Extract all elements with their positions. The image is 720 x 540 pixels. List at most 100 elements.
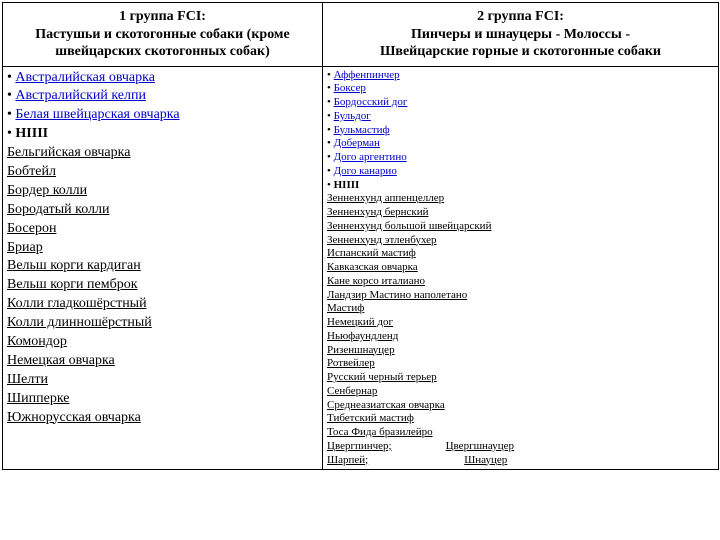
breed-link[interactable]: Ландзир Мастино наполетано xyxy=(327,289,467,301)
breed-link[interactable]: Дого аргентино xyxy=(334,151,407,163)
list-item: Немецкая овчарка xyxy=(7,352,318,371)
list-item: Зенненхунд аппенцеллер xyxy=(327,192,714,206)
breed-link[interactable]: Сенбернар xyxy=(327,385,377,397)
list-item: • Бульмастиф xyxy=(327,124,714,138)
breed-link[interactable]: Цвергшнауцер xyxy=(446,440,514,452)
breed-link[interactable]: Ризеншнауцер xyxy=(327,344,395,356)
group2-title-line2: Пинчеры и шнауцеры - Молоссы - xyxy=(411,27,630,42)
list-item: • Дого канарио xyxy=(327,165,714,179)
breed-link[interactable]: Шарпей; xyxy=(327,454,368,466)
breed-link[interactable]: Русский черный терьер xyxy=(327,371,437,383)
list-item: Зенненхунд большой швейцарский xyxy=(327,220,714,234)
breed-link[interactable]: Дого канарио xyxy=(334,165,397,177)
list-item: • Доберман xyxy=(327,137,714,151)
breed-link[interactable]: Бульмастиф xyxy=(334,124,390,136)
breed-link[interactable]: Зенненхунд аппенцеллер xyxy=(327,192,444,204)
list-item: Сенбернар xyxy=(327,385,714,399)
breed-link[interactable]: Тоса Фида бразилейро xyxy=(327,426,433,438)
breed-link[interactable]: Ротвейлер xyxy=(327,357,375,369)
list-item: Шипперке xyxy=(7,390,318,409)
breed-link[interactable]: Зенненхунд большой швейцарский xyxy=(327,220,491,232)
list-item: Колли гладкошёрстный xyxy=(7,295,318,314)
breed-link[interactable]: Боксер xyxy=(334,82,366,94)
breed-link[interactable]: Испанский мастиф xyxy=(327,247,416,259)
list-item: Комондор xyxy=(7,333,318,352)
breed-link[interactable]: Босерон xyxy=(7,221,56,236)
breed-link[interactable]: Тибетский мастиф xyxy=(327,412,414,424)
group2-nipp: НIIII xyxy=(334,179,360,191)
list-item: Южнорусская овчарка xyxy=(7,409,318,428)
breed-link[interactable]: Бульдог xyxy=(334,110,371,122)
breed-link[interactable]: Доберман xyxy=(334,137,380,149)
breed-link[interactable]: Бордосский дог xyxy=(334,96,408,108)
breed-link[interactable]: Немецкий дог xyxy=(327,316,393,328)
breed-link[interactable]: Ньюфаундленд xyxy=(327,330,398,342)
list-item: Ротвейлер xyxy=(327,357,714,371)
list-item: Босерон xyxy=(7,220,318,239)
breed-link[interactable]: Кане корсо италиано xyxy=(327,275,425,287)
group2-title-line3: Швейцарские горные и скотогонные собаки xyxy=(380,44,661,59)
breed-link[interactable]: Бриар xyxy=(7,240,43,255)
breed-link[interactable]: Комондор xyxy=(7,334,67,349)
list-item: • Белая швейцарская овчарка xyxy=(7,106,318,125)
group1-title-line3: швейцарских скотогонных собак) xyxy=(55,44,269,59)
breed-link[interactable]: Южнорусская овчарка xyxy=(7,410,141,425)
list-item: Русский черный терьер xyxy=(327,371,714,385)
list-item: Бриар xyxy=(7,239,318,258)
list-item: Бобтейл xyxy=(7,163,318,182)
breed-link[interactable]: Кавказская овчарка xyxy=(327,261,418,273)
breed-link[interactable]: Немецкая овчарка xyxy=(7,353,115,368)
list-item: • Аффенпинчер xyxy=(327,69,714,83)
list-item: • Бордосский дог xyxy=(327,96,714,110)
list-item: Ландзир Мастино наполетано xyxy=(327,289,714,303)
list-item: • Боксер xyxy=(327,82,714,96)
list-item: Кавказская овчарка xyxy=(327,261,714,275)
list-item: Колли длинношёрстный xyxy=(7,314,318,333)
breed-link[interactable]: Бельгийская овчарка xyxy=(7,145,130,160)
breed-link[interactable]: Австралийская овчарка xyxy=(15,70,155,85)
list-item: Шелти xyxy=(7,371,318,390)
list-item: Среднеазиатская овчарка xyxy=(327,399,714,413)
group2-body-cell: • Аффенпинчер• Боксер• Бордосский дог• Б… xyxy=(323,66,719,470)
list-item: • Австралийский келпи xyxy=(7,87,318,106)
list-item: Испанский мастиф xyxy=(327,247,714,261)
breed-link[interactable]: Шелти xyxy=(7,372,48,387)
breed-link[interactable]: Среднеазиатская овчарка xyxy=(327,399,445,411)
group1-title-line1: 1 группа FCI: xyxy=(119,9,206,24)
breed-link[interactable]: Зенненхунд бернский xyxy=(327,206,428,218)
group1-nipp: НIIII xyxy=(15,126,48,141)
breed-link[interactable]: Белая швейцарская овчарка xyxy=(15,107,179,122)
breed-link[interactable]: Шипперке xyxy=(7,391,69,406)
breed-link[interactable]: Колли длинношёрстный xyxy=(7,315,152,330)
breed-link[interactable]: Зенненхунд этленбухер xyxy=(327,234,437,246)
list-item: Бельгийская овчарка xyxy=(7,144,318,163)
list-item: • Дого аргентино xyxy=(327,151,714,165)
list-item: Вельш корги пемброк xyxy=(7,276,318,295)
list-item: Кане корсо италиано xyxy=(327,275,714,289)
list-item: • Австралийская овчарка xyxy=(7,69,318,88)
group1-title: 1 группа FCI: Пастушьи и скотогонные соб… xyxy=(7,5,318,64)
group1-header-cell: 1 группа FCI: Пастушьи и скотогонные соб… xyxy=(3,3,323,67)
breed-link[interactable]: Колли гладкошёрстный xyxy=(7,296,147,311)
breed-link[interactable]: Бородатый колли xyxy=(7,202,110,217)
breed-link[interactable]: Аффенпинчер xyxy=(334,69,400,81)
list-item: Ньюфаундленд xyxy=(327,330,714,344)
breed-link[interactable]: Шнауцер xyxy=(464,454,507,466)
breed-link[interactable]: Цвергпинчер; xyxy=(327,440,392,452)
list-item: Ризеншнауцер xyxy=(327,344,714,358)
list-item: Бордер колли xyxy=(7,182,318,201)
list-item: Зенненхунд этленбухер xyxy=(327,234,714,248)
list-item: • Бульдог xyxy=(327,110,714,124)
breed-link[interactable]: Бордер колли xyxy=(7,183,87,198)
breed-link[interactable]: Вельш корги кардиган xyxy=(7,258,141,273)
breed-link[interactable]: Бобтейл xyxy=(7,164,56,179)
group1-body-cell: • Австралийская овчарка• Австралийский к… xyxy=(3,66,323,470)
list-item: Вельш корги кардиган xyxy=(7,257,318,276)
group1-title-line2: Пастушьи и скотогонные собаки (кроме xyxy=(35,27,289,42)
breed-link[interactable]: Вельш корги пемброк xyxy=(7,277,138,292)
list-item: Мастиф xyxy=(327,302,714,316)
fci-groups-table: 1 группа FCI: Пастушьи и скотогонные соб… xyxy=(2,2,719,470)
list-item: Немецкий дог xyxy=(327,316,714,330)
breed-link[interactable]: Австралийский келпи xyxy=(15,88,146,103)
breed-link[interactable]: Мастиф xyxy=(327,302,364,314)
